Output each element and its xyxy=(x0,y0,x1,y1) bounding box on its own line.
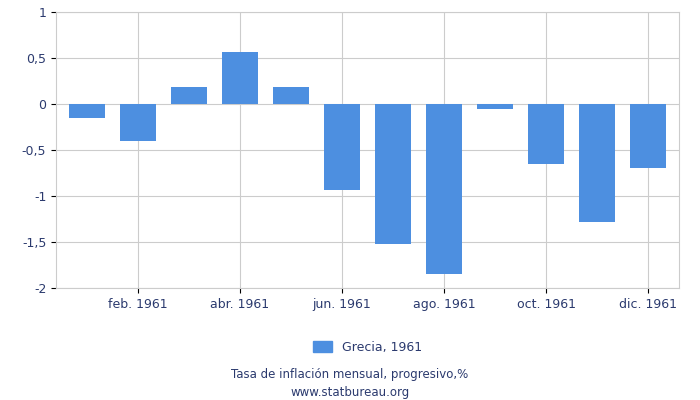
Text: www.statbureau.org: www.statbureau.org xyxy=(290,386,410,399)
Legend: Grecia, 1961: Grecia, 1961 xyxy=(308,336,427,359)
Bar xyxy=(120,104,155,141)
Bar xyxy=(528,104,564,164)
Bar xyxy=(171,88,206,104)
Bar xyxy=(273,88,309,104)
Bar xyxy=(324,104,360,190)
Bar xyxy=(631,104,666,168)
Bar xyxy=(477,104,513,109)
Text: Tasa de inflación mensual, progresivo,%: Tasa de inflación mensual, progresivo,% xyxy=(232,368,468,381)
Bar xyxy=(375,104,411,244)
Bar xyxy=(426,104,462,274)
Bar xyxy=(69,104,104,118)
Bar xyxy=(222,52,258,104)
Bar xyxy=(580,104,615,222)
